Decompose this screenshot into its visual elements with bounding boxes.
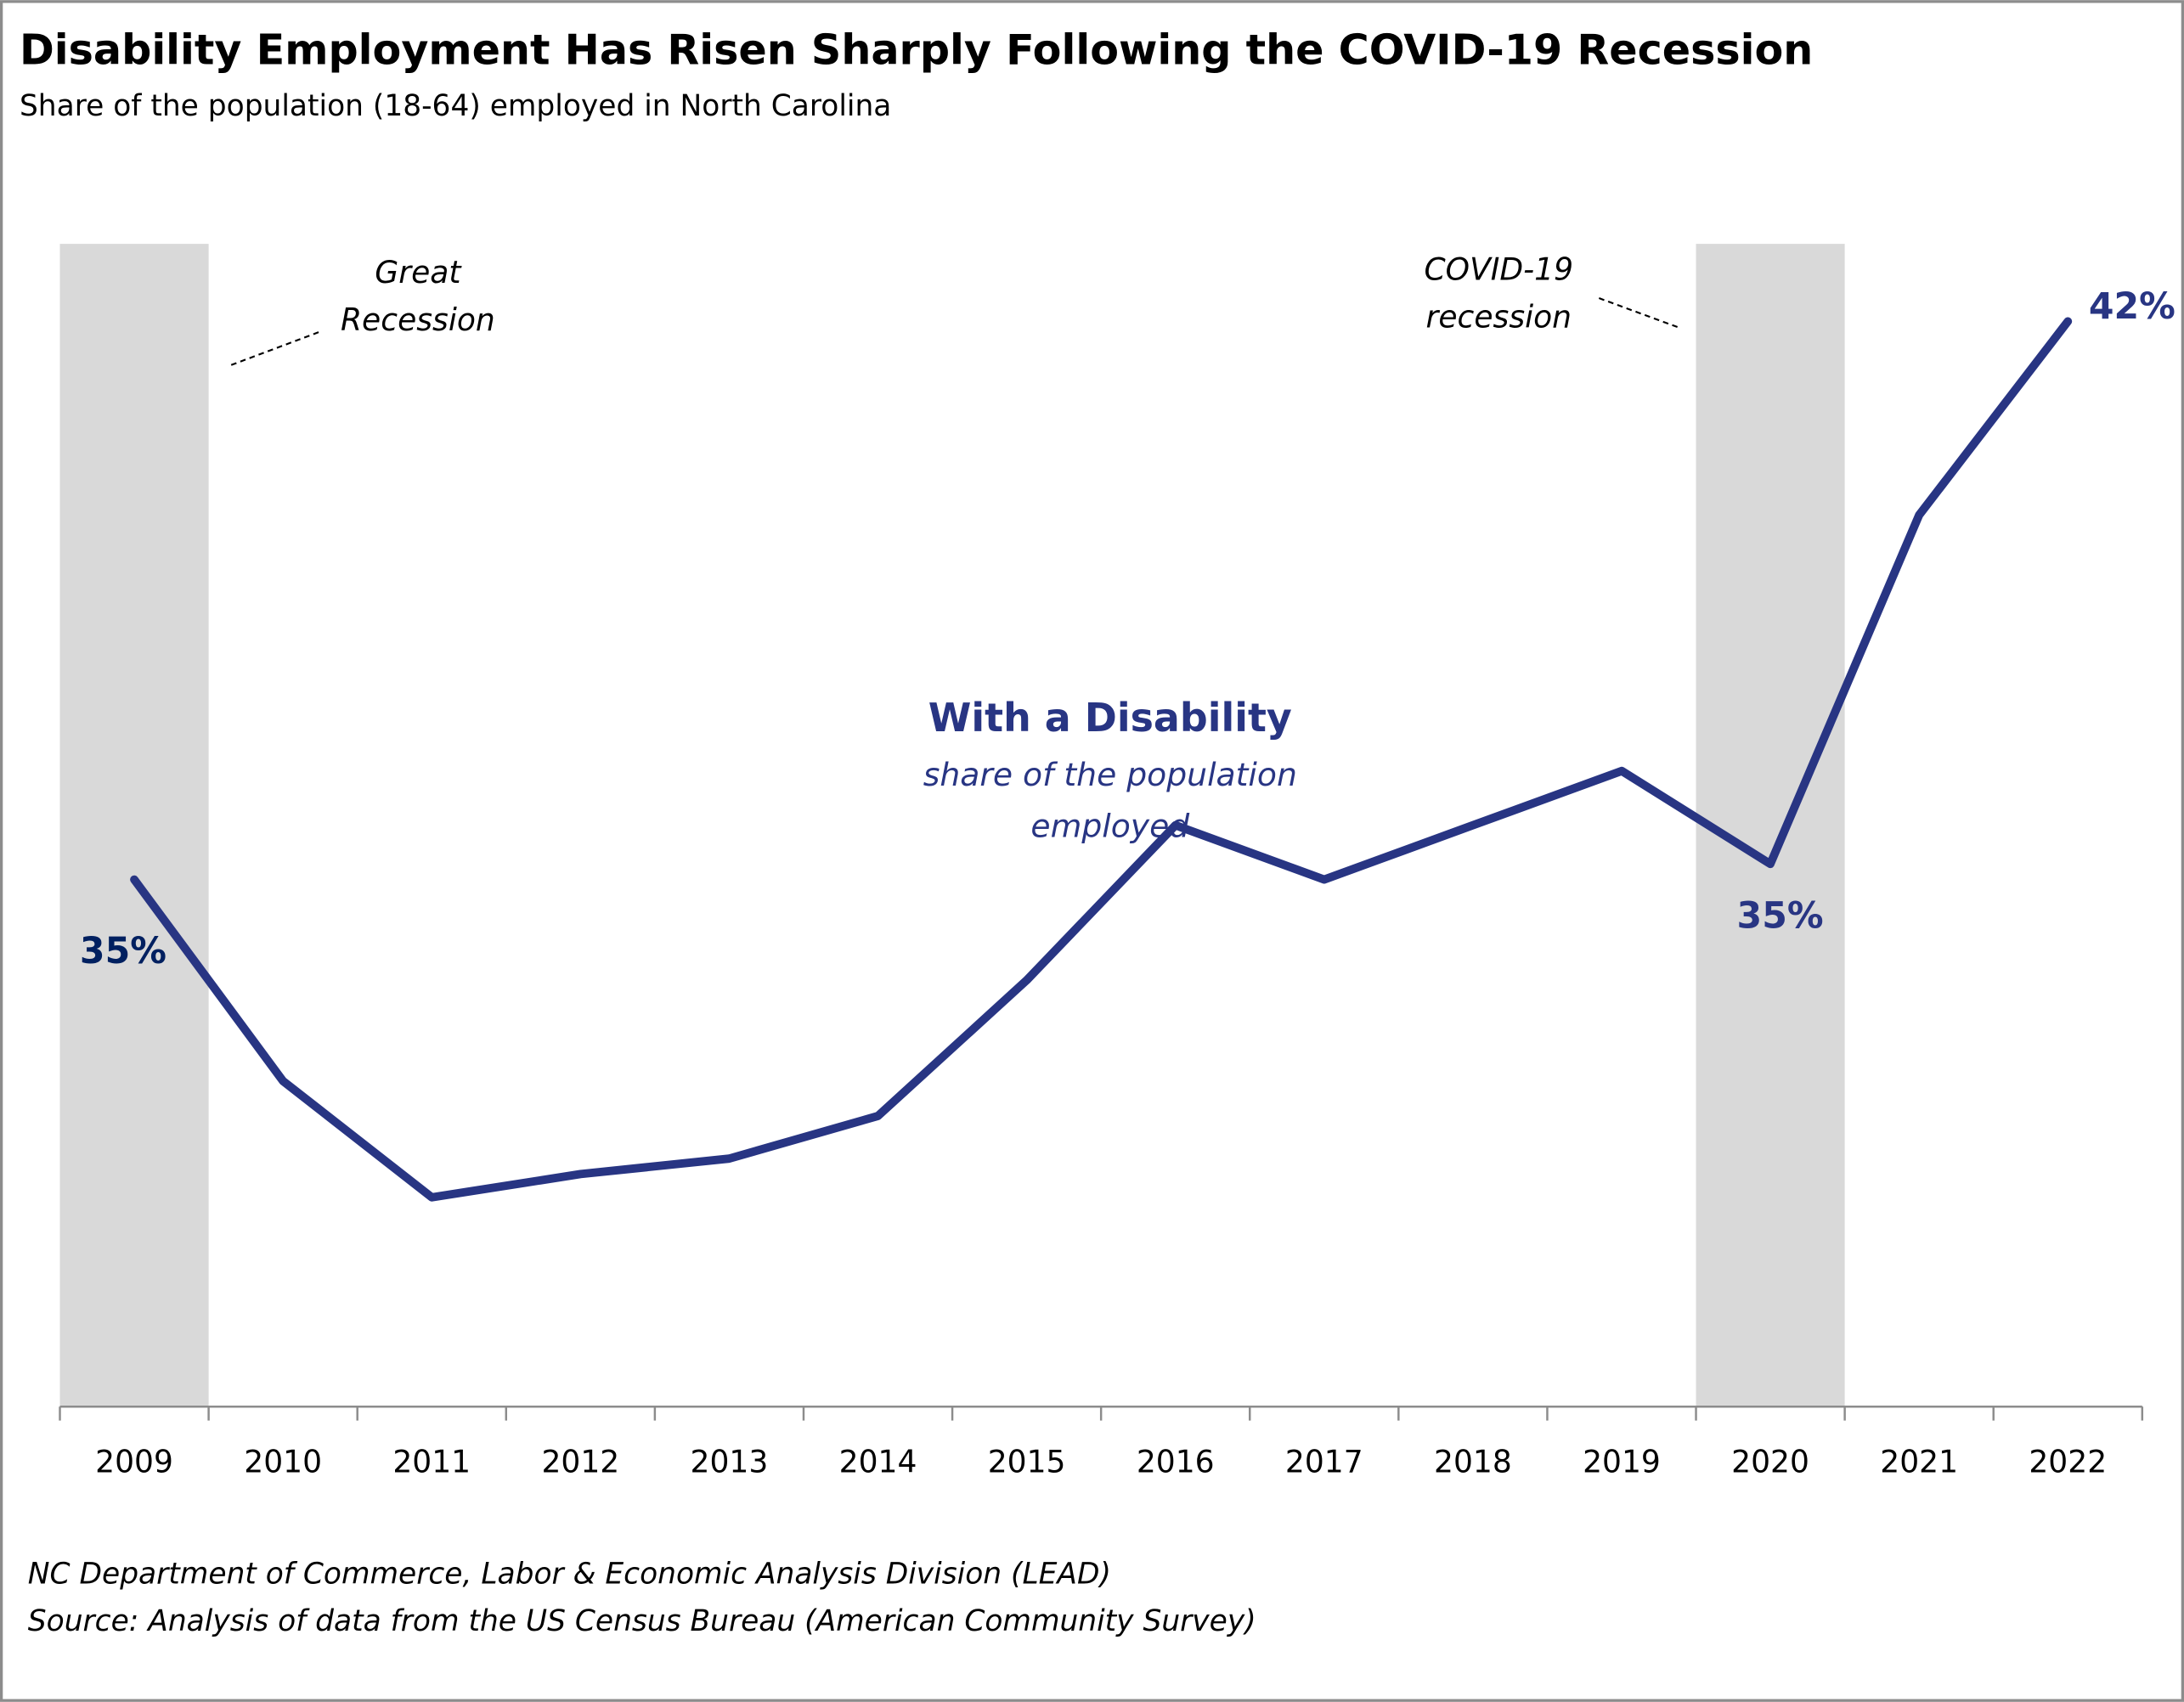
series-sub-label-line2: employed: [1030, 808, 1190, 845]
chart-subtitle: Share of the population (18-64) employed…: [20, 89, 891, 123]
data-label-2009: 35%: [80, 930, 166, 972]
x-tick-label-2013: 2013: [691, 1444, 769, 1479]
x-tick-label-2019: 2019: [1583, 1444, 1661, 1479]
x-tick-label-2022: 2022: [2029, 1444, 2107, 1479]
x-tick-label-2018: 2018: [1434, 1444, 1512, 1479]
series-line-with-a-disability: [130, 317, 2073, 1202]
recession-band-2009: [59, 244, 209, 1407]
x-tick-label-2010: 2010: [244, 1444, 322, 1479]
recession-band-2020: [1696, 244, 1845, 1407]
footnote-source: Source: Analysis of data from the US Cen…: [28, 1604, 1256, 1638]
x-tick-label-2016: 2016: [1137, 1444, 1215, 1479]
x-tick-label-2009: 2009: [95, 1444, 173, 1479]
data-label-2022: 42%: [2089, 285, 2176, 328]
x-tick-label-2014: 2014: [839, 1444, 917, 1479]
x-tick-label-2015: 2015: [988, 1444, 1066, 1479]
great-recession-label-line2: Recession: [341, 302, 495, 338]
x-tick-label-2012: 2012: [541, 1444, 619, 1479]
series-name-label: With a Disability: [928, 695, 1292, 741]
covid-recession-label-line2: recession: [1426, 299, 1572, 335]
data-label-2020: 35%: [1737, 895, 1824, 938]
x-tick-label-2017: 2017: [1285, 1444, 1363, 1479]
series-sub-label-line1: share of the population: [923, 756, 1297, 793]
great-recession-label-line1: Great: [375, 255, 462, 290]
x-tick-label-2020: 2020: [1731, 1444, 1809, 1479]
great-recession-leader-line: [230, 330, 321, 366]
chart-title: Disability Employment Has Risen Sharply …: [20, 25, 1813, 75]
x-tick-label-2011: 2011: [392, 1444, 471, 1479]
covid-recession-label-line1: COVID-19: [1425, 252, 1574, 288]
covid-recession-leader-line: [1598, 297, 1679, 329]
footnote-lead: NC Department of Commerce, Labor & Econo…: [28, 1557, 1111, 1591]
x-tick-label-2021: 2021: [1880, 1444, 1958, 1479]
